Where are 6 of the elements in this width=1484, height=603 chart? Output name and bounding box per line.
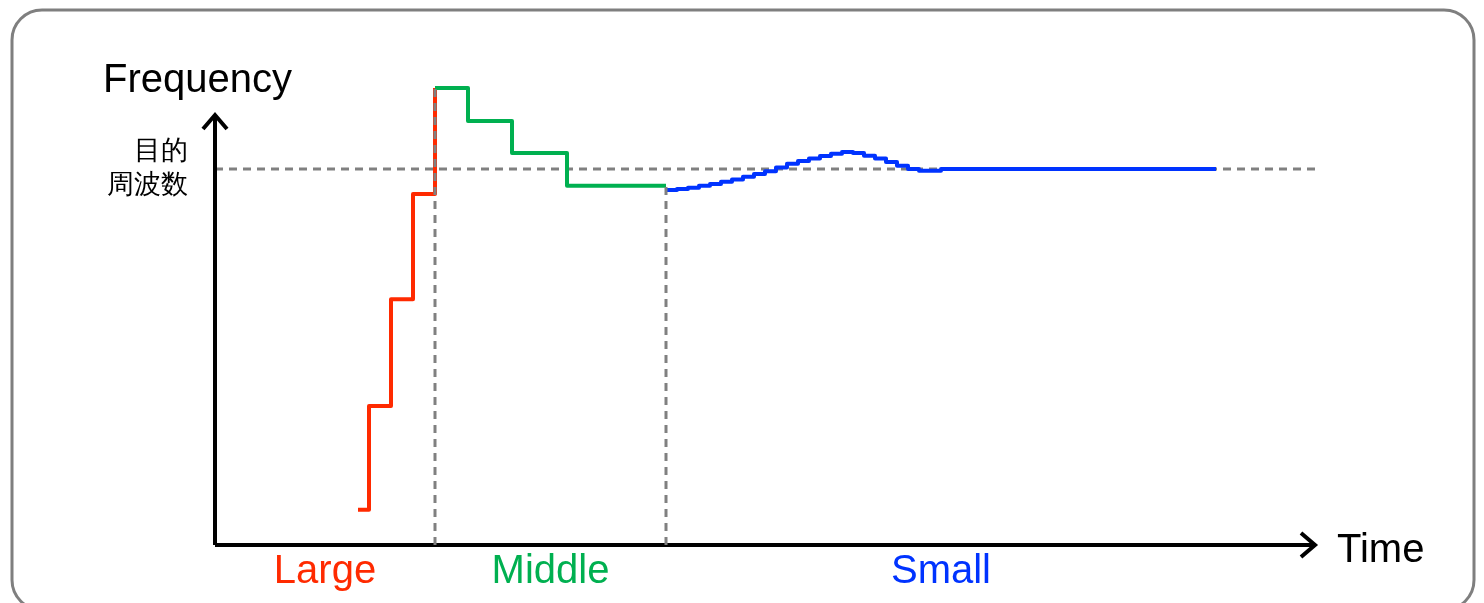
ref-line-label: 目的周波数 <box>107 135 188 200</box>
text: Middle <box>491 547 610 591</box>
series-label: Large <box>273 547 377 591</box>
text: Small <box>890 547 992 591</box>
x-axis-title: Time <box>1337 526 1425 570</box>
y-axis-title: Frequency <box>103 56 292 100</box>
